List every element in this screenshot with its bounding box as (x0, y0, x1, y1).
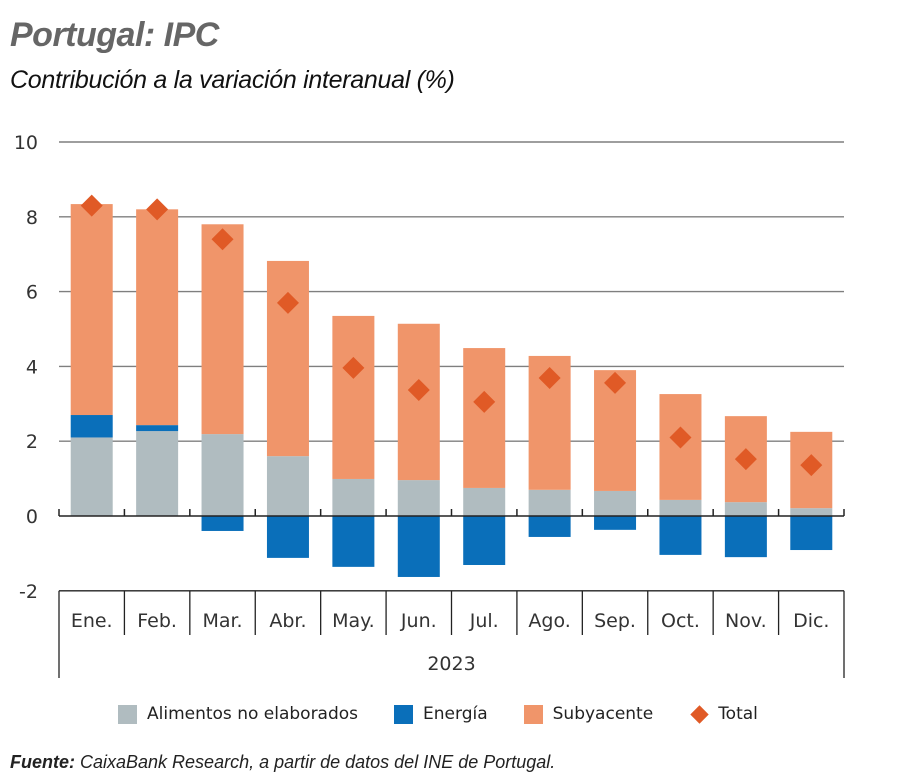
bar-alimentos (136, 431, 179, 516)
bar-energia (201, 516, 244, 531)
legend-item-alimentos: Alimentos no elaborados (118, 704, 358, 724)
legend-label: Energía (423, 704, 488, 724)
x-category-label: Dic. (793, 610, 829, 632)
total-marker (211, 228, 234, 251)
bar-subyacente (70, 204, 113, 416)
bar-alimentos (659, 499, 702, 516)
y-axis-ticks: 10 8 6 4 2 0 -2 (14, 132, 38, 603)
gridlines (59, 141, 844, 442)
y-tick-label: -2 (19, 581, 38, 603)
bars (70, 204, 833, 577)
source-note: Fuente: CaixaBank Research, a partir de … (10, 752, 555, 773)
bar-alimentos (70, 437, 113, 516)
legend-swatch-subyacente (523, 704, 543, 724)
x-category-label: Oct. (661, 610, 700, 632)
total-marker (146, 198, 169, 221)
source-label: Fuente: (10, 752, 75, 772)
bar-energia (266, 516, 309, 558)
total-marker (407, 378, 430, 401)
bar-subyacente (463, 348, 506, 488)
bar-subyacente (397, 323, 440, 481)
bar-alimentos (397, 480, 440, 516)
x-axis (58, 509, 845, 678)
legend: Alimentos no elaborados Energía Subyacen… (118, 704, 758, 724)
y-tick-label: 2 (26, 431, 38, 453)
y-tick-label: 8 (26, 207, 38, 229)
bar-subyacente (332, 315, 375, 479)
legend-label: Subyacente (552, 704, 654, 724)
bar-energia (136, 425, 179, 432)
total-marker (473, 390, 496, 413)
total-marker (669, 426, 692, 449)
source-text: CaixaBank Research, a partir de datos de… (75, 752, 556, 772)
x-category-label: Ene. (71, 610, 113, 632)
legend-item-total: Total (689, 704, 758, 724)
bar-energia (659, 516, 702, 555)
x-category-label: Jul. (469, 610, 499, 632)
bar-subyacente (266, 260, 309, 457)
bar-alimentos (724, 502, 767, 516)
x-category-label: Sep. (594, 610, 636, 632)
legend-diamond-icon (690, 704, 709, 724)
x-group-label: 2023 (427, 653, 475, 675)
bar-alimentos (594, 490, 637, 516)
total-marker (80, 194, 103, 217)
legend-swatch-energia (394, 704, 414, 724)
bar-energia (528, 516, 571, 537)
x-category-label: Ago. (528, 610, 570, 632)
total-marker (604, 371, 627, 394)
legend-item-subyacente: Subyacente (523, 704, 654, 724)
bar-energia (463, 516, 506, 565)
bar-energia (724, 516, 767, 558)
y-tick-label: 4 (26, 356, 38, 378)
chart-subtitle: Contribución a la variación interanual (… (10, 66, 455, 94)
bar-alimentos (790, 508, 833, 516)
chart-title: Portugal: IPC (10, 16, 219, 54)
category-labels: Ene. Feb. Mar. Abr. May. Jun. Jul. Ago. Sep. Oct.… (71, 610, 830, 675)
bar-alimentos (332, 478, 375, 516)
bar-alimentos (266, 456, 309, 516)
bar-energia (397, 516, 440, 577)
bar-subyacente (201, 224, 244, 435)
x-category-label: May. (332, 610, 375, 632)
legend-swatch-alimentos (118, 704, 137, 724)
bar-alimentos (463, 487, 506, 516)
bar-alimentos (528, 489, 571, 516)
x-category-label: Abr. (269, 610, 306, 632)
total-marker (734, 448, 757, 471)
y-tick-label: 6 (26, 282, 38, 304)
bar-alimentos (201, 434, 244, 516)
x-category-label: Nov. (725, 610, 767, 632)
total-marker (342, 356, 365, 379)
chart-plot: 10 8 6 4 2 0 -2 Ene. Feb. Mar. Abr. May. Jun. Jul. Ag… (14, 132, 845, 678)
legend-item-energia: Energía (394, 704, 488, 724)
x-category-label: Jun. (400, 610, 437, 632)
total-marker (800, 454, 823, 477)
bar-energia (594, 516, 637, 530)
x-category-label: Feb. (137, 610, 177, 632)
bar-energia (70, 415, 113, 438)
total-markers (80, 194, 823, 477)
y-tick-label: 10 (14, 132, 38, 154)
y-tick-label: 0 (26, 506, 38, 528)
bar-subyacente (136, 209, 179, 426)
total-marker (276, 291, 299, 314)
x-category-label: Mar. (202, 610, 242, 632)
bar-energia (332, 516, 375, 567)
legend-label: Total (718, 704, 758, 724)
bar-energia (790, 516, 833, 551)
legend-label: Alimentos no elaborados (147, 704, 359, 724)
total-marker (538, 366, 561, 389)
